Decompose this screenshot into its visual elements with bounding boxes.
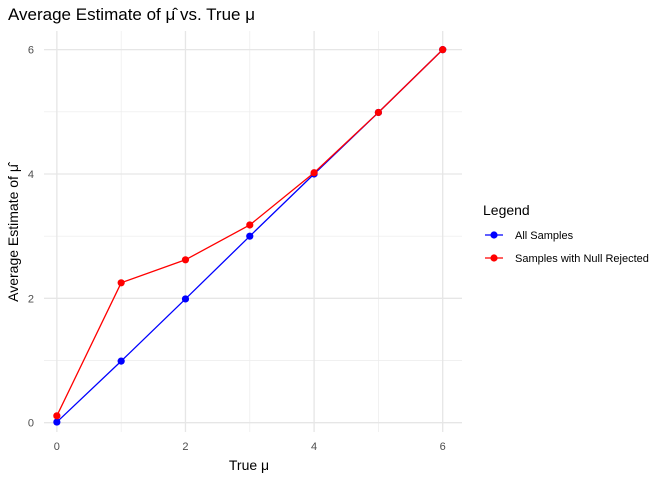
y-tick-label: 6 (28, 45, 34, 57)
data-point-all-samples (117, 357, 125, 365)
legend-label: All Samples (515, 230, 574, 242)
data-point-samples-with-null-rejected (117, 279, 125, 287)
data-point-all-samples (53, 418, 61, 426)
data-point-samples-with-null-rejected (246, 221, 254, 229)
y-axis-label: Average Estimate of μ̂ (5, 161, 21, 302)
data-point-samples-with-null-rejected (310, 169, 318, 177)
data-point-all-samples (181, 295, 190, 303)
y-tick-labels: 0 2 4 6 (28, 45, 34, 430)
legend-key-point (490, 254, 498, 262)
x-tick-label: 2 (182, 441, 188, 453)
data-point-samples-with-null-rejected (439, 46, 447, 54)
x-tick-label: 6 (440, 441, 446, 453)
data-point-all-samples (246, 232, 254, 240)
chart-title: Average Estimate of μ̂ vs. True μ (8, 5, 255, 24)
legend: Legend All Samples Samples with Null Reje… (483, 202, 649, 265)
data-point-samples-with-null-rejected (53, 412, 61, 420)
legend-label: Samples with Null Rejected (515, 253, 649, 265)
legend-key-point (490, 231, 498, 239)
x-tick-labels: 0 2 4 6 (54, 441, 446, 453)
x-axis-label: True μ (229, 457, 269, 473)
x-tick-label: 0 (54, 441, 60, 453)
legend-title: Legend (483, 202, 530, 218)
legend-item-all-samples: All Samples (485, 230, 574, 242)
legend-items: All Samples Samples with Null Rejected (485, 230, 649, 265)
x-tick-label: 4 (311, 441, 317, 453)
y-tick-label: 4 (28, 169, 34, 181)
y-tick-label: 0 (28, 418, 34, 430)
data-point-samples-with-null-rejected (374, 108, 382, 117)
y-tick-label: 2 (28, 293, 34, 305)
legend-item-samples-with-null-rejected: Samples with Null Rejected (485, 253, 649, 265)
data-point-samples-with-null-rejected (181, 256, 190, 264)
series-layer (53, 46, 447, 426)
